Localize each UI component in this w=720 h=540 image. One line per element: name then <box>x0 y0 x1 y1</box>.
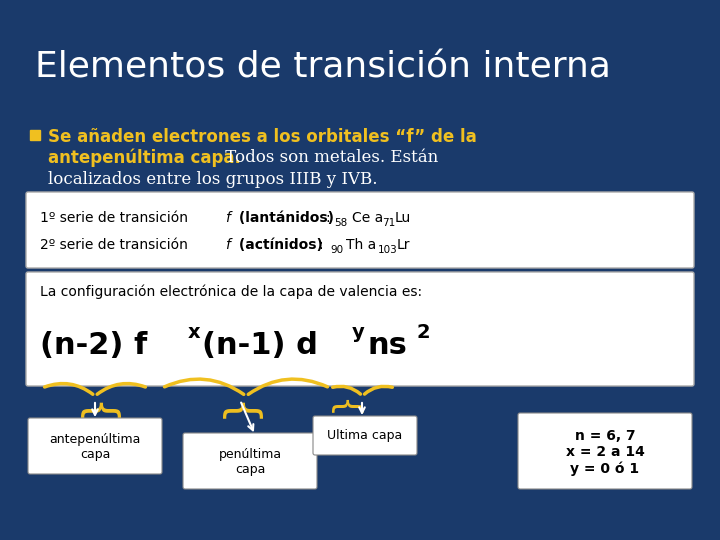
Text: Lr: Lr <box>397 238 410 252</box>
Text: Th a: Th a <box>346 238 377 252</box>
Text: Ce a: Ce a <box>352 211 383 225</box>
FancyBboxPatch shape <box>26 272 694 386</box>
Text: (n-1) d: (n-1) d <box>202 330 318 360</box>
Text: y: y <box>352 323 365 342</box>
FancyBboxPatch shape <box>518 413 692 489</box>
Text: x: x <box>188 323 201 342</box>
Text: (actínidos): (actínidos) <box>234 238 323 252</box>
Text: 2: 2 <box>416 323 430 342</box>
Text: n = 6, 7
x = 2 a 14
y = 0 ó 1: n = 6, 7 x = 2 a 14 y = 0 ó 1 <box>566 429 644 476</box>
Text: 2º serie de transición: 2º serie de transición <box>40 238 192 252</box>
Text: antepenúltima
capa: antepenúltima capa <box>49 433 140 461</box>
FancyBboxPatch shape <box>313 416 417 455</box>
Text: ns: ns <box>368 330 408 360</box>
Text: Elementos de transición interna: Elementos de transición interna <box>35 51 611 85</box>
Text: (lantánidos): (lantánidos) <box>234 211 334 225</box>
FancyBboxPatch shape <box>28 418 162 474</box>
Text: f: f <box>225 211 230 225</box>
Text: 1º serie de transición: 1º serie de transición <box>40 211 192 225</box>
Text: penúltima
capa: penúltima capa <box>218 448 282 476</box>
Text: Lu: Lu <box>395 211 411 225</box>
Text: Se añaden electrones a los orbitales “f” de la: Se añaden electrones a los orbitales “f”… <box>48 128 477 146</box>
Text: f: f <box>225 238 230 252</box>
Text: 58: 58 <box>334 218 347 228</box>
Text: Ultima capa: Ultima capa <box>328 429 402 442</box>
Bar <box>30 130 40 140</box>
Text: 103: 103 <box>378 245 397 255</box>
Text: 71: 71 <box>382 218 395 228</box>
Text: La configuración electrónica de la capa de valencia es:: La configuración electrónica de la capa … <box>40 285 422 299</box>
Text: }: } <box>219 391 261 417</box>
Text: }: } <box>77 391 119 417</box>
Text: antepenúltima capa.: antepenúltima capa. <box>48 148 241 167</box>
Text: (n-2) f: (n-2) f <box>40 330 148 360</box>
Text: :: : <box>325 211 330 225</box>
Text: :: : <box>318 238 323 252</box>
FancyBboxPatch shape <box>183 433 317 489</box>
FancyBboxPatch shape <box>26 192 694 268</box>
Text: 90: 90 <box>330 245 343 255</box>
Text: Todos son metales. Están: Todos son metales. Están <box>220 150 438 166</box>
Text: localizados entre los grupos IIIB y IVB.: localizados entre los grupos IIIB y IVB. <box>48 171 377 187</box>
Text: }: } <box>328 391 361 412</box>
